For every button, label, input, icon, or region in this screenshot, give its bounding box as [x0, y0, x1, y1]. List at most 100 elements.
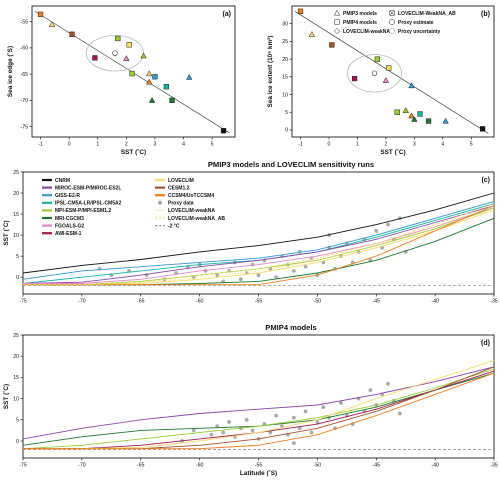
data-point	[408, 112, 415, 119]
y-tick-label: -70	[21, 98, 29, 104]
legend-label: PMIP4 models	[343, 20, 377, 26]
data-point	[48, 21, 56, 27]
y-axis-label: Sea ice extent (10⁶ km²)	[267, 36, 274, 108]
x-tick-label: -45	[373, 463, 381, 469]
x-tick-label: -55	[255, 463, 263, 469]
y-tick-label: 15	[13, 375, 19, 381]
panel-d-title: PMIP4 models	[265, 323, 316, 332]
x-tick-label: 5	[211, 142, 214, 148]
data-point	[146, 70, 153, 77]
regression-line	[294, 11, 489, 134]
data-point	[37, 11, 44, 18]
data-point	[417, 111, 423, 117]
data-point	[186, 73, 193, 80]
proxy-point	[297, 426, 302, 431]
data-point	[351, 75, 358, 82]
legend-label: CCSM4/UoTCCSM4	[168, 193, 214, 199]
y-tick-label: -65	[21, 72, 29, 78]
legend-item: LOVECLIM-weakNA	[155, 208, 215, 214]
panel-label: (d)	[481, 340, 490, 347]
x-tick-label: -40	[431, 463, 439, 469]
y-tick-label: 10	[13, 233, 19, 239]
data-point	[329, 42, 335, 48]
x-tick-label: -1	[38, 142, 43, 148]
legend-item: Proxy data	[158, 201, 194, 207]
data-point	[220, 128, 227, 134]
proxy-point	[215, 273, 220, 277]
series-line	[22, 205, 495, 284]
legend-label: AWI-ESM-1	[55, 231, 82, 237]
panel-d: -75 -70 -65 -60 -55 -50 -45 -40 -35 0 5 10 15 20 25 Lat…	[2, 333, 498, 477]
panel-c-title: PMIP3 models and LOVECLIM sensitivity ru…	[208, 160, 374, 169]
proxy-point	[321, 405, 326, 410]
data-point	[374, 56, 380, 62]
legend-item: MIROC-ESM-P/MIROC-ES2L	[42, 185, 121, 191]
proxy-point	[386, 381, 390, 386]
y-tick-label: 0	[285, 128, 288, 134]
proxy-point	[315, 420, 320, 424]
legend-item: IPSL-CM5A-LR/IPSL-CM5A2	[42, 201, 122, 207]
x-tick-label: -60	[196, 463, 204, 469]
proxy-point	[209, 432, 214, 437]
proxy-point	[339, 400, 343, 405]
x-tick-label: -50	[314, 463, 322, 469]
legend-label: LOVECLIM-weakNA	[343, 29, 390, 35]
proxy-point	[256, 273, 261, 277]
panel-label: (b)	[481, 11, 490, 18]
y-tick-label: -75	[21, 124, 29, 130]
x-tick-label: -70	[78, 299, 86, 305]
data-point	[297, 8, 304, 14]
legend-item: LOVECLIM	[155, 178, 194, 184]
proxy-point	[291, 441, 296, 446]
legend-item: PMIP4 models	[334, 19, 377, 26]
y-tick-label: 30	[282, 22, 288, 28]
data-point	[382, 77, 390, 83]
y-axis-label: SST (˚C)	[2, 220, 10, 245]
legend-item: CCSM4/UoTCCSM4	[155, 193, 214, 199]
data-point	[308, 31, 316, 37]
legend-label: GISS-E2-R	[55, 193, 80, 199]
x-tick-label: -65	[137, 463, 145, 469]
x-tick-label: 1	[356, 142, 359, 148]
legend-label: LOVECLIM-WeakNA_AB	[398, 11, 456, 17]
legend-label: LOVECLIM-weakNA	[168, 208, 215, 214]
data-point	[129, 70, 135, 77]
x-tick-label: -50	[314, 299, 322, 305]
y-axis-label: SST (˚C)	[2, 384, 10, 409]
x-tick-label: -35	[490, 299, 498, 305]
proxy-point	[227, 420, 231, 424]
proxy-point	[303, 409, 308, 414]
proxy-uncertainty-circle	[347, 54, 402, 93]
x-tick-label: 3	[153, 142, 156, 148]
data-point	[163, 84, 170, 90]
legend-item: GISS-E2-R	[42, 193, 80, 199]
y-tick-label: 20	[13, 354, 19, 360]
proxy-point	[386, 222, 390, 227]
legend-label: IPSL-CM5A-LR/IPSL-CM5A2	[55, 201, 122, 207]
legend-item: FGOALS-G2	[42, 223, 84, 229]
legend-marker	[388, 27, 395, 34]
legend-marker	[334, 19, 340, 25]
legend-marker	[158, 200, 162, 205]
y-tick-label: -60	[21, 46, 29, 52]
x-tick-label: -1	[298, 142, 303, 148]
x-tick-label: 2	[384, 142, 387, 148]
legend-marker	[333, 27, 341, 35]
proxy-point	[368, 388, 373, 393]
y-tick-label: 5	[285, 110, 288, 116]
y-tick-label: 20	[282, 57, 288, 63]
x-tick-label: 5	[470, 142, 473, 148]
legend-marker-cross	[389, 10, 395, 16]
panel-b: -1 0 1 2 3 4 5 0 5 10 15 20 25 30 SST (˚C) Sea ice exte…	[267, 5, 495, 156]
x-axis-label: Latitude (˚S)	[240, 469, 277, 477]
x-tick-label: -35	[490, 463, 498, 469]
proxy-estimate-marker	[112, 50, 118, 56]
proxy-point	[238, 277, 243, 282]
data-point	[146, 78, 153, 85]
x-axis-label: SST (˚C)	[121, 148, 146, 156]
proxy-point	[215, 424, 220, 429]
data-point	[411, 115, 418, 122]
legend-label: MPI-ESM-P/MPI-ESM1.2	[55, 208, 111, 214]
proxy-point	[291, 415, 296, 420]
